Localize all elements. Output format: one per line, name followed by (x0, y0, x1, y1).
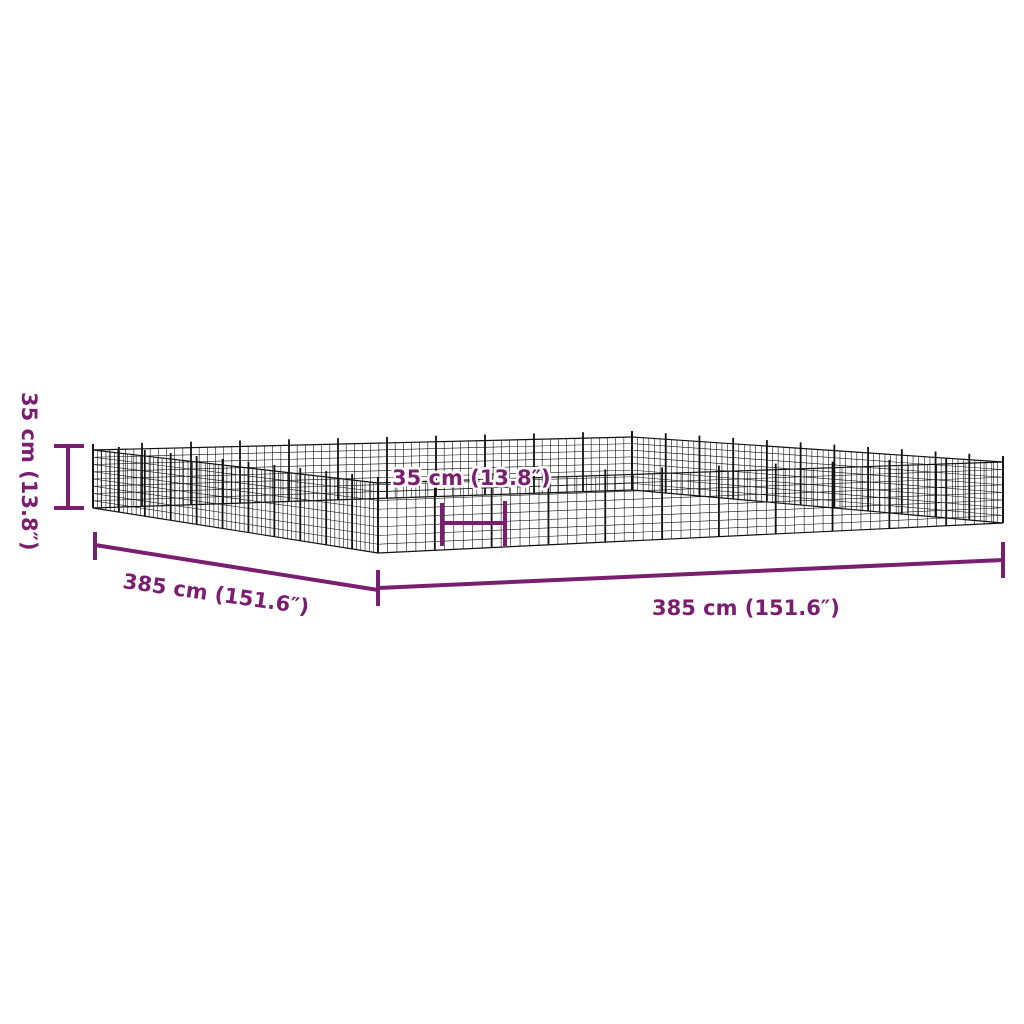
mesh-wire (631, 463, 1004, 493)
height-dimension-marker (54, 444, 84, 510)
mesh-wire (377, 484, 1004, 510)
mesh-wire (377, 469, 1004, 493)
mesh-wire (631, 443, 1004, 470)
mesh-wire (92, 489, 633, 509)
panel-width-label: 35 cm (13.8″) (392, 466, 551, 490)
mesh-wire (92, 478, 379, 519)
mesh-wire (92, 485, 379, 528)
mesh-wire (92, 443, 633, 458)
mesh-wire (377, 515, 1004, 545)
mesh-wire (631, 456, 1004, 486)
mesh-wire (92, 476, 633, 494)
mesh-wire (631, 489, 1004, 524)
mesh-wire (92, 483, 633, 502)
mesh-wire (377, 461, 1004, 484)
mesh-wire (377, 492, 1004, 519)
mesh-wire (92, 500, 379, 545)
mesh-wire (377, 476, 1004, 501)
mesh-wire (92, 463, 633, 480)
panel-width-marker (440, 501, 507, 546)
mesh-wire (92, 436, 633, 451)
mesh-wire (92, 456, 633, 473)
mesh-wire (92, 449, 633, 465)
mesh-wire (92, 493, 379, 536)
mesh-wire (92, 507, 379, 554)
pet-playpen-drawing (92, 431, 1004, 554)
mesh-wire (631, 449, 1004, 478)
width-label: 385 cm (151.6″) (652, 596, 840, 620)
mesh-wire (377, 507, 1004, 536)
height-label: 35 cm (13.8″) (17, 392, 41, 551)
mesh-wire (92, 449, 379, 484)
width-dimension-line (377, 542, 1005, 590)
mesh-wire (92, 456, 379, 493)
mesh-wire (92, 464, 379, 501)
mesh-wire (377, 522, 1004, 554)
mesh-wire (631, 436, 1004, 463)
mesh-wire (92, 471, 379, 510)
